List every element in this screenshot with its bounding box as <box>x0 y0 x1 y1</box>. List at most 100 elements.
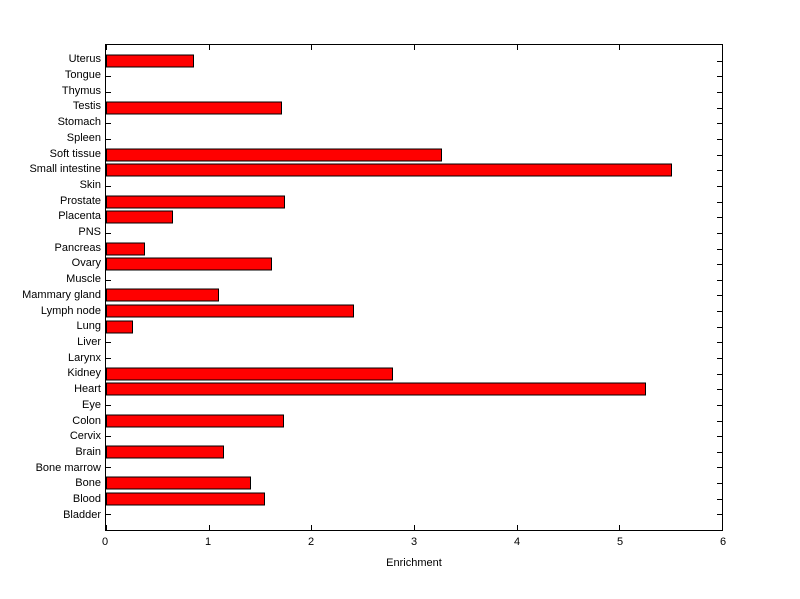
bar-testis <box>106 101 282 115</box>
bar-row <box>106 84 722 100</box>
y-tick-mark-right <box>717 311 722 313</box>
y-tick-mark-right <box>717 185 722 187</box>
y-tick-label: Testis <box>72 100 101 113</box>
bar-blood <box>106 492 266 506</box>
y-tick-label: Lymph node <box>40 304 101 317</box>
bar-small-intestine <box>106 163 672 177</box>
x-tick-label: 6 <box>719 536 727 548</box>
x-tick-mark-bottom <box>208 525 210 530</box>
y-tick-mark-left <box>106 185 111 187</box>
y-tick-label: Pancreas <box>54 241 101 254</box>
bar-row <box>106 475 722 491</box>
x-tick-mark-bottom <box>106 525 107 530</box>
x-tick-mark-bottom <box>311 525 313 530</box>
y-tick-label: Lung <box>76 320 101 333</box>
y-tick-mark-right <box>717 154 722 156</box>
y-tick-mark-left <box>106 139 111 141</box>
x-tick-mark-top <box>722 45 723 50</box>
plot-rows <box>106 45 722 530</box>
y-tick-mark-left <box>106 357 111 359</box>
x-tick-mark-top <box>208 45 210 50</box>
y-tick-mark-right <box>717 389 722 391</box>
y-tick-mark-left <box>106 76 111 78</box>
y-tick-label: Heart <box>74 383 101 396</box>
y-tick-mark-right <box>717 436 722 438</box>
y-tick-mark-left <box>106 232 111 234</box>
y-tick-label: Brain <box>75 445 101 458</box>
y-tick-label: Muscle <box>66 273 101 286</box>
y-tick-mark-right <box>717 342 722 344</box>
y-tick-mark-right <box>717 373 722 375</box>
y-tick-mark-right <box>717 514 722 516</box>
bar-bone <box>106 476 251 490</box>
x-tick-mark-top <box>619 45 621 50</box>
bar-row <box>106 131 722 147</box>
y-tick-mark-right <box>717 139 722 141</box>
bar-prostate <box>106 195 285 209</box>
bar-row <box>106 366 722 382</box>
y-tick-label: Colon <box>72 414 101 427</box>
y-tick-label: Soft tissue <box>49 147 101 160</box>
y-tick-mark-left <box>106 404 111 406</box>
y-tick-label: Kidney <box>67 367 101 380</box>
bar-heart <box>106 382 647 396</box>
y-tick-mark-right <box>717 357 722 359</box>
y-tick-mark-right <box>717 217 722 219</box>
y-tick-mark-left <box>106 436 111 438</box>
y-tick-mark-right <box>717 123 722 125</box>
x-tick-label: 3 <box>410 536 418 548</box>
x-tick-labels: 0 1 2 3 4 5 6 <box>101 536 727 550</box>
y-tick-label: Bone marrow <box>35 461 101 474</box>
bar-lymph-node <box>106 304 355 318</box>
bar-uterus <box>106 54 195 68</box>
y-tick-mark-right <box>717 60 722 62</box>
bar-row <box>106 209 722 225</box>
y-tick-mark-right <box>717 451 722 453</box>
y-tick-mark-left <box>106 123 111 125</box>
x-tick-label: 5 <box>616 536 624 548</box>
y-tick-label: Eye <box>82 398 101 411</box>
y-tick-mark-right <box>717 248 722 250</box>
bar-row <box>106 162 722 178</box>
bar-row <box>106 288 722 304</box>
y-tick-label: Bone <box>75 477 101 490</box>
bar-row <box>106 178 722 194</box>
bar-row <box>106 491 722 507</box>
y-tick-mark-left <box>106 279 111 281</box>
y-tick-mark-right <box>717 107 722 109</box>
bar-row <box>106 350 722 366</box>
bar-row <box>106 53 722 69</box>
bar-mammary-gland <box>106 288 219 302</box>
bar-placenta <box>106 210 173 224</box>
bar-row <box>106 194 722 210</box>
bar-row <box>106 428 722 444</box>
x-axis-title: Enrichment <box>386 557 442 569</box>
y-tick-label: Prostate <box>60 194 101 207</box>
x-tick-label: 1 <box>204 536 212 548</box>
bar-row <box>106 460 722 476</box>
bar-row <box>106 241 722 257</box>
bar-row <box>106 444 722 460</box>
y-tick-label: Bladder <box>63 508 101 521</box>
bar-row <box>106 256 722 272</box>
x-tick-mark-top <box>414 45 415 50</box>
bar-row <box>106 100 722 116</box>
y-tick-label: Thymus <box>61 84 101 97</box>
x-tick-mark-bottom <box>619 525 621 530</box>
y-tick-label: PNS <box>78 226 101 239</box>
y-tick-label: Mammary gland <box>22 288 101 301</box>
x-tick-mark-bottom <box>722 525 723 530</box>
bar-row <box>106 319 722 335</box>
y-tick-label: Uterus <box>68 53 101 66</box>
bar-row <box>106 413 722 429</box>
y-tick-label: Skin <box>79 178 101 191</box>
bar-row <box>106 225 722 241</box>
y-tick-mark-right <box>717 279 722 281</box>
x-tick-label: 0 <box>101 536 109 548</box>
y-tick-label: Larynx <box>67 351 101 364</box>
y-tick-mark-right <box>717 201 722 203</box>
bar-row <box>106 116 722 132</box>
y-tick-label: Spleen <box>66 131 101 144</box>
bar-row <box>106 303 722 319</box>
y-tick-label: Stomach <box>57 116 101 129</box>
